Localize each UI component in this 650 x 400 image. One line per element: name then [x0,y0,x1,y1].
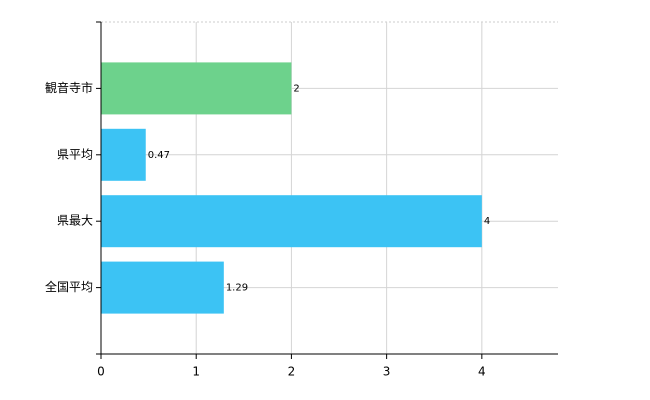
x-tick-label: 0 [97,365,105,379]
value-label: 0.47 [148,150,170,161]
x-tick-label: 1 [192,365,200,379]
bar [101,62,292,115]
x-tick-label: 4 [478,365,486,379]
bar [101,128,146,181]
value-label: 1.29 [226,283,248,294]
y-tick-label: 県平均 [57,147,93,161]
x-tick-label: 2 [288,365,296,379]
y-tick-label: 観音寺市 [45,80,93,95]
value-label: 4 [484,216,490,227]
y-tick-label: 県最大 [57,214,93,228]
bar [101,195,482,248]
x-tick-label: 3 [383,365,391,379]
value-label: 2 [293,83,299,94]
y-tick-label: 全国平均 [45,279,93,294]
bar [101,261,224,314]
